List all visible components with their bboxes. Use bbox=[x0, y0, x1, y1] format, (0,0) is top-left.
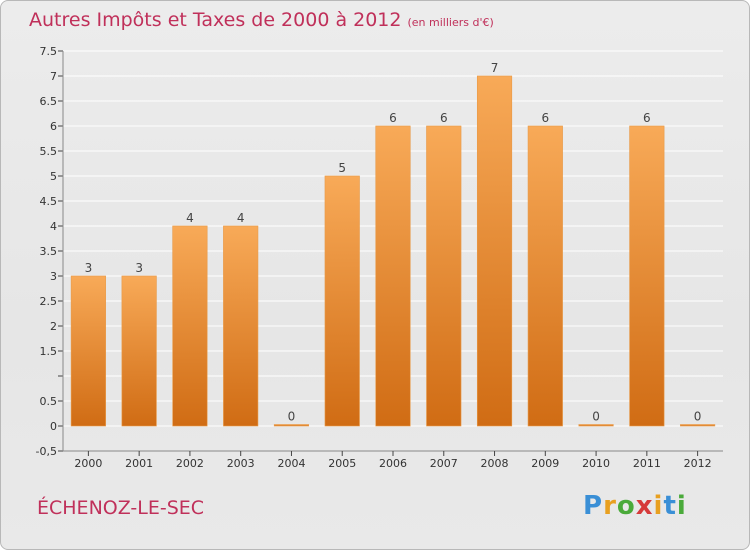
data-label-2001: 3 bbox=[135, 261, 143, 275]
bar-2007 bbox=[426, 125, 462, 427]
logo-letter: x bbox=[635, 491, 654, 521]
bars bbox=[70, 75, 716, 427]
data-label-2011: 6 bbox=[643, 111, 651, 125]
y-tick-label: 5 bbox=[50, 170, 57, 183]
x-tick-label-2004: 2004 bbox=[277, 457, 305, 470]
x-tick-label-2011: 2011 bbox=[633, 457, 661, 470]
logo-letter: r bbox=[603, 491, 617, 521]
x-tick-label-2009: 2009 bbox=[531, 457, 559, 470]
x-tick-label-2000: 2000 bbox=[74, 457, 102, 470]
y-tick-label: 4.5 bbox=[40, 195, 58, 208]
data-label-2002: 4 bbox=[186, 211, 194, 225]
y-tick-label: 0 bbox=[50, 420, 57, 433]
x-tick-label-2002: 2002 bbox=[176, 457, 204, 470]
bar-2009 bbox=[527, 125, 563, 427]
data-label-2008: 7 bbox=[491, 61, 499, 75]
bar-2011 bbox=[629, 125, 665, 427]
x-tick-label-2010: 2010 bbox=[582, 457, 610, 470]
data-label-2012: 0 bbox=[694, 410, 702, 424]
x-tick-label-2012: 2012 bbox=[684, 457, 712, 470]
y-tick-label: 0.5 bbox=[40, 395, 58, 408]
city-name: ÉCHENOZ-LE-SEC bbox=[37, 497, 205, 519]
y-tick-label: 5.5 bbox=[40, 145, 58, 158]
bar-2008 bbox=[476, 75, 513, 427]
proxiti-logo: Proxiti bbox=[583, 491, 687, 521]
data-label-2010: 0 bbox=[592, 410, 600, 424]
y-tick-label: 7.5 bbox=[40, 45, 58, 58]
bar-2010 bbox=[578, 424, 614, 427]
data-labels: 3 3 4 4 0 5 6 6 7 6 0 6 0 bbox=[85, 61, 702, 424]
bar-2001 bbox=[121, 275, 157, 427]
y-tick-label: 6.5 bbox=[40, 95, 58, 108]
y-tick-label: 2 bbox=[50, 320, 57, 333]
y-tick-label: 4 bbox=[50, 220, 57, 233]
x-tick-label-2007: 2007 bbox=[430, 457, 458, 470]
x-tick-label-2003: 2003 bbox=[227, 457, 255, 470]
logo-letter: P bbox=[583, 491, 604, 521]
data-label-2005: 5 bbox=[338, 161, 346, 175]
bar-2000 bbox=[70, 275, 106, 427]
x-tick-label-2005: 2005 bbox=[328, 457, 356, 470]
bar-2003 bbox=[223, 225, 259, 427]
bar-2005 bbox=[324, 175, 360, 427]
data-label-2004: 0 bbox=[288, 410, 296, 424]
y-tick-label: 6 bbox=[50, 120, 57, 133]
chart-title-text: Autres Impôts et Taxes de 2000 à 2012 bbox=[29, 9, 402, 31]
y-tick-label: 3.5 bbox=[40, 245, 58, 258]
data-label-2000: 3 bbox=[85, 261, 93, 275]
bar-2004 bbox=[273, 424, 310, 427]
logo-letter: o bbox=[616, 491, 636, 521]
y-tick-label: 2.5 bbox=[40, 295, 58, 308]
y-tick-label: 1.5 bbox=[40, 345, 58, 358]
data-label-2006: 6 bbox=[389, 111, 397, 125]
chart-unit: (en milliers d'€) bbox=[407, 16, 494, 29]
x-tick-label-2006: 2006 bbox=[379, 457, 407, 470]
logo-letter: t bbox=[663, 491, 677, 521]
x-tick-label-2008: 2008 bbox=[481, 457, 509, 470]
data-label-2009: 6 bbox=[541, 111, 549, 125]
bar-2006 bbox=[375, 125, 411, 427]
axes: -0,5 0 0.5 1.5 2 2.5 3 3.5 4 4.5 5 5.5 6 6.5 7 7.5 2000 2… bbox=[36, 45, 723, 470]
x-tick-label-2001: 2001 bbox=[125, 457, 153, 470]
chart-title: Autres Impôts et Taxes de 2000 à 2012 (en… bbox=[29, 9, 494, 31]
bar-2002 bbox=[172, 225, 208, 427]
data-label-2007: 6 bbox=[440, 111, 448, 125]
y-tick-label: 3 bbox=[50, 270, 57, 283]
logo-letter: i bbox=[653, 491, 664, 521]
y-tick-label: 7 bbox=[50, 70, 57, 83]
y-tick-label: -0,5 bbox=[36, 445, 57, 458]
logo-letter: i bbox=[676, 491, 687, 521]
data-label-2003: 4 bbox=[237, 211, 245, 225]
bar-2012 bbox=[680, 424, 716, 427]
